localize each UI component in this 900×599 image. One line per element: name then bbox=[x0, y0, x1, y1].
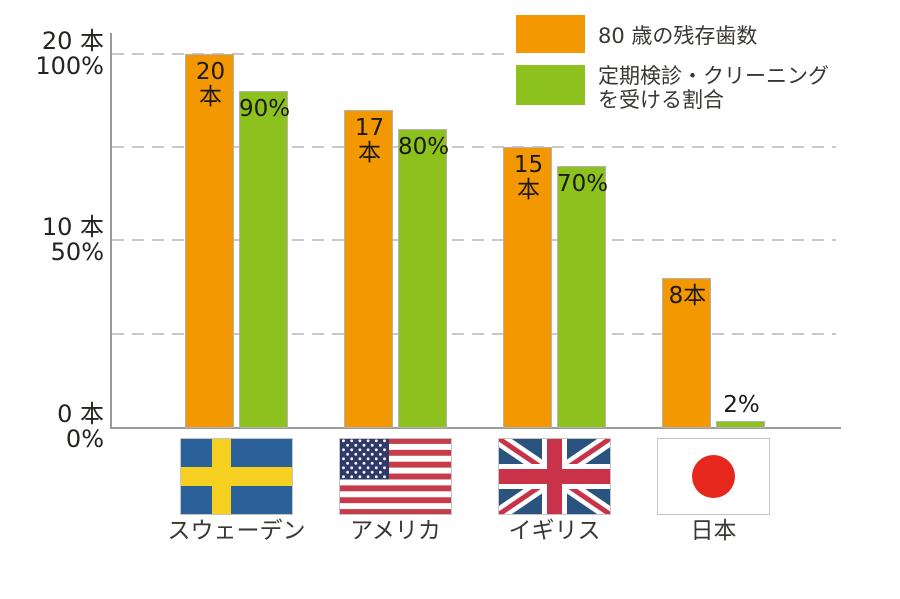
bar-value-label-teeth-japan: 8本 bbox=[668, 283, 707, 309]
legend-label-checkup-line1: 定期検診・クリーニング bbox=[598, 64, 829, 88]
y-axis-line bbox=[110, 33, 112, 429]
bar-checkup-sweden bbox=[239, 91, 288, 428]
y-tick-100pct: 100% bbox=[35, 52, 104, 80]
x-axis-line bbox=[110, 427, 841, 429]
legend-label-checkup-line2: を受ける割合 bbox=[598, 88, 724, 112]
bar-value-label-checkup-usa: 80% bbox=[398, 134, 450, 160]
y-axis-tick-middle: 10 本 50% bbox=[4, 215, 104, 265]
bar-checkup-uk bbox=[557, 166, 606, 428]
bar-teeth-usa bbox=[344, 110, 393, 428]
bar-value-label-teeth-usa: 17本 bbox=[354, 115, 385, 166]
bar-checkup-japan bbox=[716, 421, 765, 428]
uk-flag-icon bbox=[498, 438, 611, 515]
gridline-25pct bbox=[112, 333, 836, 335]
bar-teeth-uk bbox=[503, 147, 552, 428]
bar-checkup-usa bbox=[398, 129, 447, 428]
y-tick-0pct: 0% bbox=[65, 425, 104, 453]
y-axis-tick-bottom: 0 本 0% bbox=[4, 402, 104, 452]
country-label-sweden: スウェーデン bbox=[167, 518, 306, 544]
japan-flag-icon bbox=[657, 438, 770, 515]
bar-teeth-japan bbox=[662, 278, 711, 428]
legend-swatch-teeth bbox=[516, 15, 585, 53]
bar-value-label-checkup-sweden: 90% bbox=[239, 96, 291, 122]
country-label-usa: アメリカ bbox=[350, 518, 441, 544]
country-label-uk: イギリス bbox=[508, 518, 601, 544]
bar-value-label-checkup-japan: 2% bbox=[723, 392, 760, 418]
usa-flag-icon bbox=[339, 438, 452, 515]
legend-label-teeth: 80 歳の残存歯数 bbox=[598, 24, 758, 48]
y-tick-50pct: 50% bbox=[50, 238, 104, 266]
gridline-75pct bbox=[112, 146, 836, 148]
bar-teeth-sweden bbox=[185, 54, 234, 428]
y-tick-teeth-0: 0 本 bbox=[57, 400, 104, 428]
legend: 80 歳の残存歯数 定期検診・クリーニング を受ける割合 bbox=[505, 4, 890, 126]
country-label-japan: 日本 bbox=[690, 518, 737, 544]
legend-label-checkup: 定期検診・クリーニング を受ける割合 bbox=[598, 64, 829, 112]
bar-value-label-checkup-uk: 70% bbox=[557, 171, 609, 197]
gridline-100pct bbox=[112, 53, 836, 55]
y-axis-tick-top: 20 本 100% bbox=[4, 29, 104, 79]
y-tick-teeth-20: 20 本 bbox=[41, 27, 104, 55]
sweden-flag-icon bbox=[180, 438, 293, 515]
bar-value-label-teeth-sweden: 20本 bbox=[195, 59, 226, 110]
gridline-50pct bbox=[112, 239, 836, 241]
bar-value-label-teeth-uk: 15本 bbox=[513, 152, 544, 203]
legend-swatch-checkup bbox=[516, 65, 585, 105]
y-tick-teeth-10: 10 本 bbox=[41, 213, 104, 241]
